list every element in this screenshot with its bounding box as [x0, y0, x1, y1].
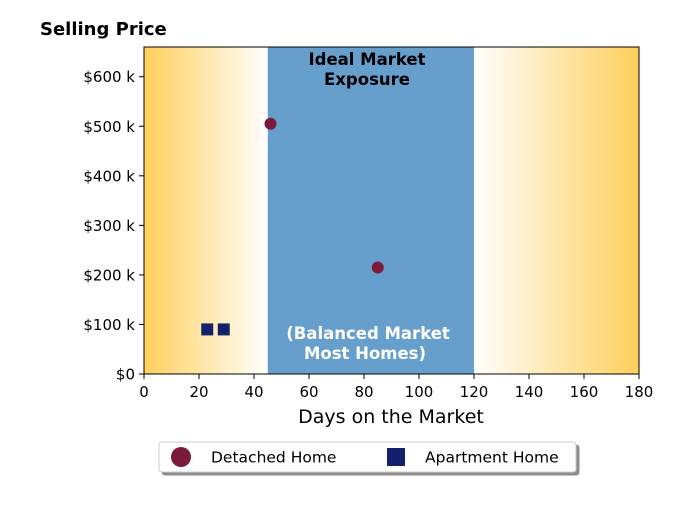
apartment-home-point — [201, 323, 214, 336]
detached-home-point — [264, 117, 277, 130]
annotation-bottom-line2: Most Homes) — [304, 344, 426, 363]
x-tick-label: 180 — [625, 383, 654, 401]
x-axis: 0 20 40 60 80 100 120 140 160 180 — [139, 374, 653, 401]
annotation-top-line1: Ideal Market — [309, 50, 426, 69]
x-tick-label: 100 — [405, 383, 434, 401]
x-tick-label: 140 — [515, 383, 544, 401]
x-tick-label: 160 — [570, 383, 599, 401]
plot-frame — [143, 46, 640, 375]
balanced-market-band — [267, 47, 474, 374]
y-tick-label: $400 k — [83, 167, 135, 185]
annotation-top-line2: Exposure — [324, 70, 410, 89]
x-tick-label: 80 — [354, 383, 373, 401]
y-tick-label: $200 k — [83, 266, 135, 284]
apartment-home-point — [217, 323, 230, 336]
chart-title: Selling Price — [40, 19, 167, 40]
x-tick-label: 0 — [139, 383, 149, 401]
y-tick-label: $600 k — [83, 68, 135, 86]
plot-background — [144, 47, 639, 374]
background-gradient-left — [144, 47, 268, 374]
balanced-market-region — [267, 47, 474, 374]
detached-home-point — [371, 261, 384, 274]
legend-marker-apartment-home — [387, 448, 405, 466]
data-points — [201, 117, 384, 336]
legend: Detached Home Apartment Home — [158, 441, 577, 473]
legend-label: Apartment Home — [425, 449, 559, 467]
y-tick-label: $100 k — [83, 316, 135, 334]
y-tick-label: $500 k — [83, 118, 135, 136]
x-axis-label: Days on the Market — [298, 406, 484, 428]
legend-marker-detached-home — [171, 447, 191, 467]
x-tick-label: 40 — [244, 383, 263, 401]
x-tick-label: 60 — [299, 383, 318, 401]
y-tick-label: $300 k — [83, 217, 135, 235]
legend-box — [158, 441, 577, 473]
annotation-bottom-line1: (Balanced Market — [286, 324, 450, 343]
x-tick-label: 20 — [189, 383, 208, 401]
background-gradient-right — [474, 47, 639, 374]
legend-label: Detached Home — [211, 449, 336, 467]
y-axis: $0 $100 k $200 k $300 k $400 k $500 k $600 k — [83, 68, 144, 384]
y-tick-label: $0 — [116, 366, 135, 384]
x-tick-label: 120 — [460, 383, 489, 401]
